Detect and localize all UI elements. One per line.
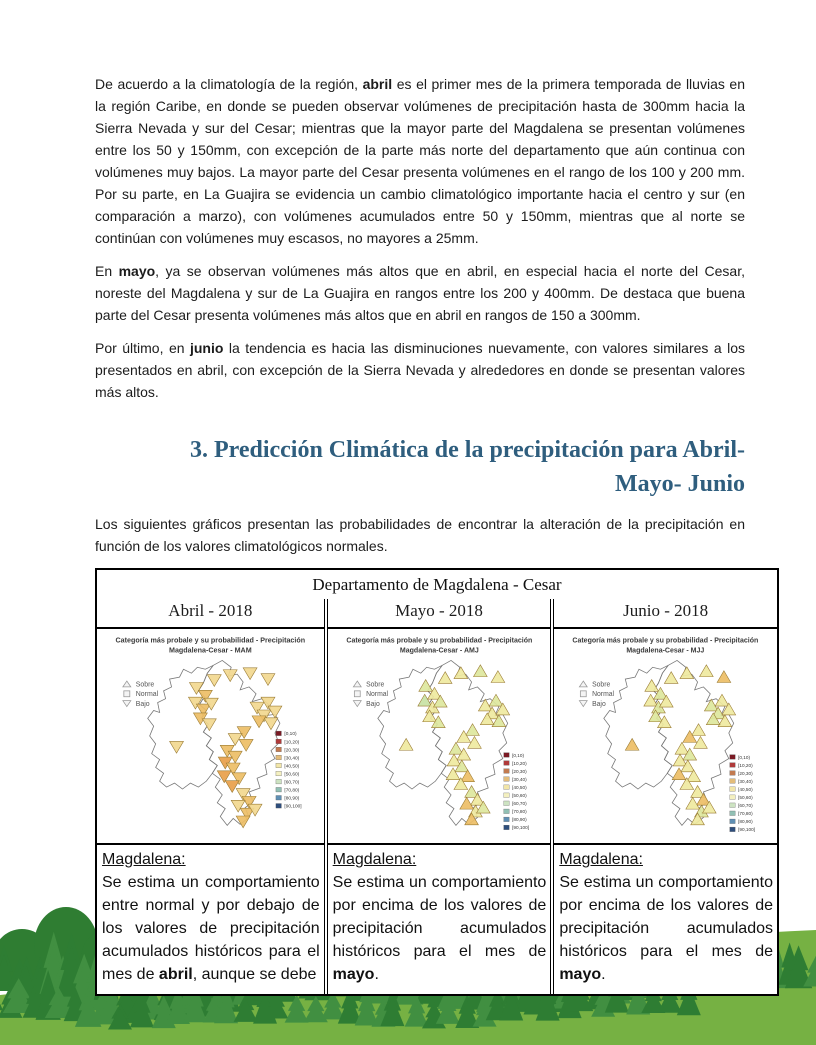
svg-text:[50,60): [50,60) xyxy=(738,795,753,800)
column-abril: Abril - 2018 Categoría más probale y su … xyxy=(97,599,324,994)
paragraph-mayo: En mayo, ya se observan volúmenes más al… xyxy=(95,263,745,323)
summary-cell-abril: Magdalena: Se estima un comportamiento e… xyxy=(97,845,324,994)
svg-text:[90,100]: [90,100] xyxy=(738,827,755,832)
svg-text:Normal: Normal xyxy=(592,691,614,698)
svg-text:[70,80): [70,80) xyxy=(512,809,527,814)
svg-text:Sobre: Sobre xyxy=(136,681,155,688)
svg-text:Magdalena-Cesar - MJJ: Magdalena-Cesar - MJJ xyxy=(627,648,705,655)
svg-text:Categoría más probale y su pro: Categoría más probale y su probabilidad … xyxy=(573,638,759,645)
column-header-junio: Junio - 2018 xyxy=(554,599,777,629)
cell-label: Magdalena: xyxy=(332,851,417,868)
svg-text:[20,30): [20,30) xyxy=(512,769,527,774)
svg-text:[20,30): [20,30) xyxy=(284,747,299,753)
svg-text:Sobre: Sobre xyxy=(592,681,610,688)
column-header-abril: Abril - 2018 xyxy=(97,599,324,629)
svg-text:Bajo: Bajo xyxy=(592,701,606,708)
cell-label: Magdalena: xyxy=(559,851,643,868)
svg-text:Magdalena-Cesar - AMJ: Magdalena-Cesar - AMJ xyxy=(400,648,479,655)
column-mayo: Mayo - 2018 Categoría más probale y su p… xyxy=(323,599,551,994)
paragraph-junio: Por último, en junio la tendencia es hac… xyxy=(95,340,745,400)
svg-text:[60,70): [60,70) xyxy=(284,780,299,786)
svg-text:[90,100]: [90,100] xyxy=(284,804,301,810)
cell-text: Se estima un comportamiento entre normal… xyxy=(102,874,320,983)
map-figure-mjj: Categoría más probale y su probabilidad … xyxy=(554,629,777,845)
svg-text:Magdalena-Cesar - MAM: Magdalena-Cesar - MAM xyxy=(169,647,252,655)
svg-text:[80,90): [80,90) xyxy=(738,819,753,824)
svg-text:Bajo: Bajo xyxy=(366,701,380,708)
svg-text:[70,80): [70,80) xyxy=(284,788,299,794)
summary-cell-mayo: Magdalena: Se estima un comportamiento p… xyxy=(328,845,551,994)
svg-text:[30,40): [30,40) xyxy=(284,755,299,761)
svg-text:[40,50): [40,50) xyxy=(512,785,527,790)
svg-text:[0,10): [0,10) xyxy=(284,731,297,737)
svg-text:[10,20): [10,20) xyxy=(512,761,527,766)
cell-text: Se estima un comportamiento por encima d… xyxy=(332,874,547,983)
svg-text:[70,80): [70,80) xyxy=(738,811,753,816)
svg-text:[20,30): [20,30) xyxy=(738,771,753,776)
svg-text:[40,50): [40,50) xyxy=(738,787,753,792)
svg-text:[0,10): [0,10) xyxy=(738,755,750,760)
map-figure-amj: Categoría más probale y su probabilidad … xyxy=(327,629,551,845)
svg-text:[50,60): [50,60) xyxy=(512,793,527,798)
svg-text:Categoría más probale y su pro: Categoría más probale y su probabilidad … xyxy=(346,638,532,645)
svg-text:[80,90): [80,90) xyxy=(512,817,527,822)
table-columns: Abril - 2018 Categoría más probale y su … xyxy=(97,599,777,994)
cell-label: Magdalena: xyxy=(102,851,186,868)
svg-text:[80,90): [80,90) xyxy=(284,796,299,802)
svg-text:Categoría más probale y su pro: Categoría más probale y su probabilidad … xyxy=(116,637,306,645)
prediction-table: Departamento de Magdalena - Cesar Abril … xyxy=(95,568,779,996)
svg-text:[50,60): [50,60) xyxy=(284,771,299,777)
svg-text:Normal: Normal xyxy=(366,691,388,698)
table-title: Departamento de Magdalena - Cesar xyxy=(312,575,562,594)
svg-text:[10,20): [10,20) xyxy=(284,739,299,745)
section-heading-line1: 3. Predicción Climática de la precipitac… xyxy=(189,437,745,463)
svg-text:[90,100]: [90,100] xyxy=(512,825,529,830)
document-body: De acuerdo a la climatología de la regió… xyxy=(95,76,745,554)
paragraph-abril: De acuerdo a la climatología de la regió… xyxy=(95,76,745,246)
section-heading: 3. Predicción Climática de la precipitac… xyxy=(95,433,745,501)
column-header-mayo: Mayo - 2018 xyxy=(327,599,551,629)
intro-paragraph: Los siguientes gráficos presentan las pr… xyxy=(95,516,745,554)
svg-text:[60,70): [60,70) xyxy=(512,801,527,806)
svg-text:[0,10): [0,10) xyxy=(512,753,524,758)
svg-text:[30,40): [30,40) xyxy=(738,779,753,784)
svg-text:[30,40): [30,40) xyxy=(512,777,527,782)
svg-text:[10,20): [10,20) xyxy=(738,763,753,768)
column-junio: Junio - 2018 Categoría más probale y su … xyxy=(550,599,777,994)
svg-text:[40,50): [40,50) xyxy=(284,763,299,769)
svg-text:Bajo: Bajo xyxy=(136,701,150,708)
svg-text:Normal: Normal xyxy=(136,691,159,698)
summary-cell-junio: Magdalena: Se estima un comportamiento p… xyxy=(554,845,777,994)
section-heading-line2: Mayo- Junio xyxy=(614,471,745,497)
svg-text:[60,70): [60,70) xyxy=(738,803,753,808)
map-figure-mam: Categoría más probale y su probabilidad … xyxy=(97,629,324,845)
cell-text: Se estima un comportamiento por encima d… xyxy=(559,874,773,983)
svg-text:Sobre: Sobre xyxy=(366,681,384,688)
